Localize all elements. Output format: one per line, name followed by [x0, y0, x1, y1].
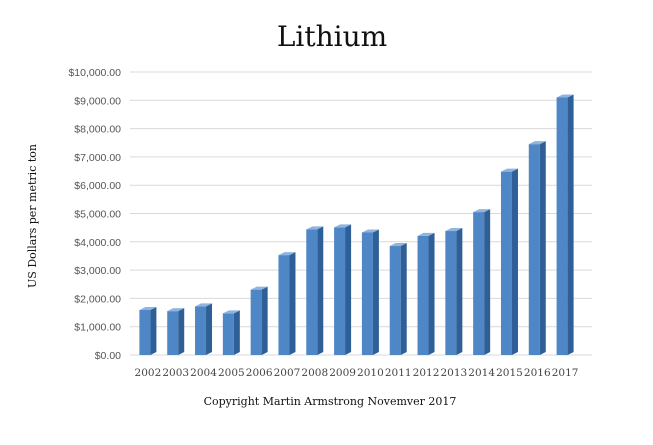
bar-2005	[222, 310, 240, 355]
bar-front	[139, 310, 151, 355]
bar-side	[484, 209, 491, 355]
bar-top	[167, 308, 185, 312]
x-tick-label: 2007	[274, 367, 301, 379]
bar-2012	[417, 232, 435, 355]
bar-top	[361, 229, 379, 233]
bar-side	[428, 232, 435, 355]
bar-2016	[528, 141, 546, 355]
bar-front	[361, 232, 373, 355]
x-tick-label: 2015	[496, 367, 523, 379]
bar-top	[139, 307, 157, 311]
y-tick-label: $4,000.00	[74, 237, 121, 249]
bar-top	[389, 243, 407, 247]
x-tick-label: 2014	[468, 367, 495, 379]
bar-side	[372, 229, 379, 355]
bar-front	[222, 313, 234, 355]
x-tick-label: 2008	[301, 367, 328, 379]
bar-2004	[195, 303, 213, 355]
bar-top	[473, 209, 491, 213]
y-tick-label: $10,000.00	[68, 67, 121, 79]
bar-side	[567, 94, 574, 355]
bar-front	[389, 246, 401, 355]
x-tick-label: 2016	[524, 367, 551, 379]
copyright-caption: Copyright Martin Armstrong Novemver 2017	[204, 395, 457, 408]
x-tick-label: 2017	[552, 367, 579, 379]
x-tick-label: 2003	[162, 367, 189, 379]
bar-side	[233, 310, 240, 355]
bar-2003	[167, 308, 185, 355]
bar-front	[445, 231, 457, 355]
bar-top	[250, 286, 268, 290]
bar-front	[250, 289, 262, 355]
bar-2008	[306, 226, 324, 355]
bar-side	[178, 308, 185, 355]
x-tick-label: 2004	[190, 367, 217, 379]
bar-top	[306, 226, 324, 230]
bar-front	[306, 229, 318, 355]
bar-top	[195, 303, 213, 307]
bar-2013	[445, 228, 463, 355]
bar-top	[334, 224, 352, 228]
y-tick-label: $7,000.00	[74, 152, 121, 164]
bar-side	[511, 168, 518, 355]
bar-side	[289, 252, 296, 355]
y-axis-ticks: $0.00 $1,000.00 $2,000.00 $3,000.00 $4,000.0…	[68, 67, 121, 362]
x-tick-label: 2011	[385, 367, 412, 379]
bars	[139, 94, 574, 355]
bar-front	[334, 227, 346, 355]
bar-front	[473, 212, 485, 355]
x-tick-label: 2013	[440, 367, 467, 379]
bar-side	[317, 226, 324, 355]
y-axis-label: US Dollars per metric ton	[26, 144, 39, 288]
y-tick-label: $2,000.00	[74, 293, 121, 305]
x-tick-label: 2012	[413, 367, 440, 379]
bar-2011	[389, 243, 407, 355]
y-tick-label: $1,000.00	[74, 322, 121, 334]
bar-side	[150, 307, 157, 355]
bar-top	[500, 168, 518, 172]
bar-top	[222, 310, 240, 314]
x-tick-label: 2006	[246, 367, 273, 379]
bar-top	[417, 232, 435, 236]
y-tick-label: $9,000.00	[74, 95, 121, 107]
bar-2007	[278, 252, 296, 355]
y-tick-label: $6,000.00	[74, 180, 121, 192]
x-axis-ticks: 2002 2003 2004 2005 2006 2007 2008 2009 2010 2011…	[135, 367, 579, 379]
y-tick-label: $3,000.00	[74, 265, 121, 277]
y-tick-label: $0.00	[95, 350, 121, 362]
bar-top	[445, 228, 463, 232]
bar-front	[195, 306, 207, 355]
bar-side	[456, 228, 463, 355]
bar-front	[167, 311, 179, 355]
chart-title: Lithium	[277, 20, 387, 53]
bar-top	[528, 141, 546, 145]
bar-side	[206, 303, 213, 355]
bar-2010	[361, 229, 379, 355]
x-tick-label: 2002	[135, 367, 162, 379]
bar-side	[261, 286, 268, 355]
x-tick-label: 2005	[218, 367, 245, 379]
bar-front	[500, 171, 512, 355]
bar-side	[345, 224, 352, 355]
bar-side	[400, 243, 407, 355]
bar-2002	[139, 307, 157, 355]
y-tick-label: $8,000.00	[74, 124, 121, 136]
x-tick-label: 2010	[357, 367, 384, 379]
bar-side	[539, 141, 546, 355]
bar-top	[556, 94, 574, 98]
bar-front	[528, 144, 540, 355]
y-tick-label: $5,000.00	[74, 209, 121, 221]
bar-front	[556, 97, 568, 355]
bar-2017	[556, 94, 574, 355]
bar-front	[278, 255, 290, 355]
bar-2015	[500, 168, 518, 355]
bar-2014	[473, 209, 491, 355]
bar-top	[278, 252, 296, 256]
bar-2009	[334, 224, 352, 355]
bar-2006	[250, 286, 268, 355]
x-tick-label: 2009	[329, 367, 356, 379]
bar-front	[417, 235, 429, 355]
